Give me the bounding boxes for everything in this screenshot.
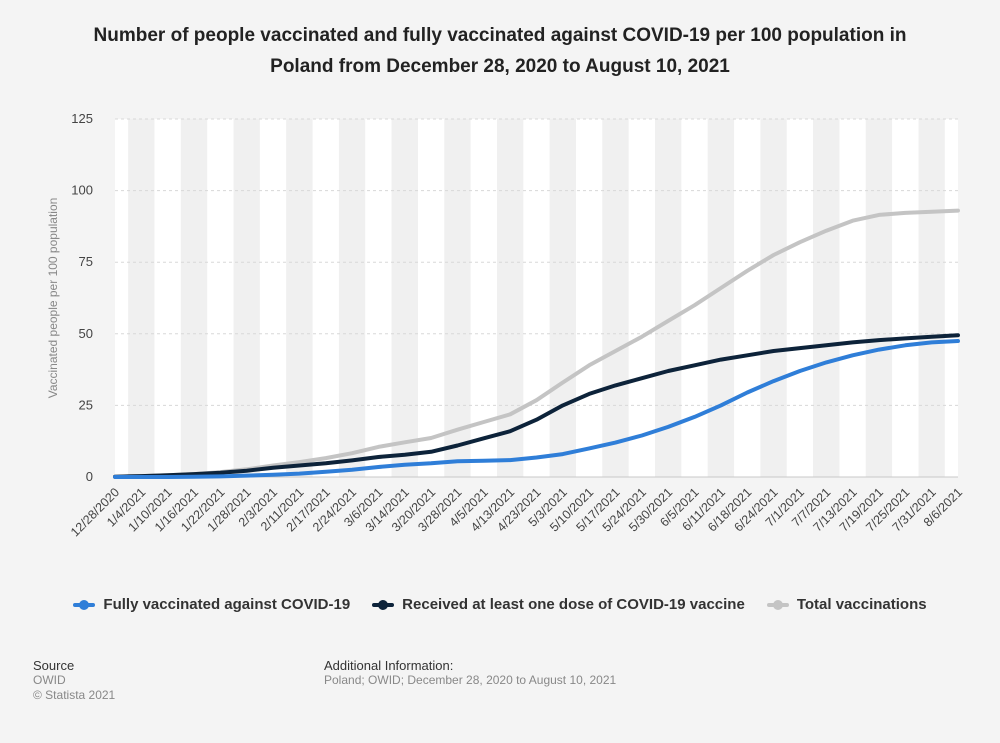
plot-band — [918, 119, 945, 477]
plot-band — [734, 119, 761, 477]
legend-item-total[interactable]: Total vaccinations — [766, 596, 927, 613]
y-axis-label: Vaccinated people per 100 population — [46, 198, 60, 399]
plot-band — [259, 119, 287, 477]
plot-band — [496, 119, 524, 477]
plot-band — [180, 119, 208, 477]
plot-band — [128, 119, 155, 477]
plot-band — [760, 119, 787, 477]
plot-band — [655, 119, 682, 477]
legend-label-one-dose: Received at least one dose of COVID-19 v… — [402, 596, 745, 613]
y-axis-ticks: 0 25 50 75 100 125 — [71, 111, 93, 484]
source-label: Source — [33, 658, 75, 673]
chart-title: Number of people vaccinated and fully va… — [93, 25, 907, 77]
source-block: Source OWID © Statista 2021 — [33, 658, 115, 703]
legend-label-total: Total vaccinations — [796, 596, 927, 613]
plot-band — [115, 119, 129, 477]
plot-band — [602, 119, 629, 477]
plot-band — [338, 119, 366, 477]
plot-bands — [115, 119, 958, 477]
legend-swatch-fully — [73, 599, 96, 611]
plot-band — [839, 119, 866, 477]
y-tick-label: 25 — [79, 397, 93, 412]
legend-item-fully[interactable]: Fully vaccinated against COVID-19 — [73, 596, 350, 613]
plot-band — [786, 119, 814, 477]
plot-band — [417, 119, 445, 477]
plot-band — [365, 119, 392, 477]
y-tick-label: 100 — [71, 183, 93, 198]
copyright: © Statista 2021 — [33, 688, 116, 702]
plot-band — [576, 119, 603, 477]
plot-band — [470, 119, 497, 477]
plot-band — [154, 119, 181, 477]
series-lines — [113, 208, 960, 479]
legend-swatch-one-dose — [372, 599, 395, 611]
plot-band — [523, 119, 550, 477]
plot-band — [892, 119, 919, 477]
plot-band — [233, 119, 260, 477]
series-line-1 — [113, 333, 960, 479]
plot-band — [286, 119, 313, 477]
additional-info-label: Additional Information: — [324, 658, 454, 673]
plot-band — [944, 119, 958, 477]
plot-band — [813, 119, 840, 477]
plot-band — [444, 119, 471, 477]
y-tick-label: 50 — [79, 326, 93, 341]
plot-band — [312, 119, 339, 477]
additional-info-block: Additional Information: Poland; OWID; De… — [324, 658, 616, 688]
y-tick-label: 75 — [79, 254, 93, 269]
plot-band — [549, 119, 577, 477]
plot-band — [865, 119, 893, 477]
y-tick-label: 0 — [86, 469, 93, 484]
legend-item-one-dose[interactable]: Received at least one dose of COVID-19 v… — [372, 596, 745, 613]
y-tick-label: 125 — [71, 111, 93, 126]
plot-band — [707, 119, 735, 477]
plot-band — [391, 119, 418, 477]
legend: Fully vaccinated against COVID-19 Receiv… — [0, 596, 1000, 613]
legend-label-fully: Fully vaccinated against COVID-19 — [103, 596, 351, 613]
plot-band — [628, 119, 656, 477]
additional-info-value: Poland; OWID; December 28, 2020 to Augus… — [324, 673, 617, 687]
plot-band — [207, 119, 234, 477]
x-axis-ticks: 12/28/20201/4/20211/10/20211/16/20211/22… — [68, 485, 965, 539]
legend-swatch-total — [766, 599, 789, 611]
source-value: OWID — [33, 673, 66, 687]
series-line-0 — [113, 339, 960, 479]
